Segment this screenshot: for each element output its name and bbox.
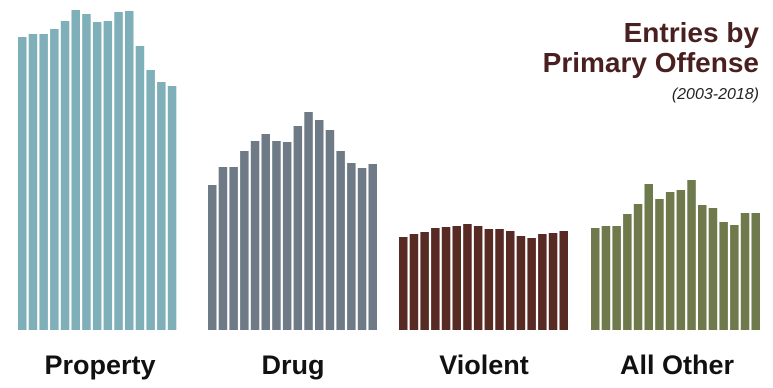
bar-all-other-16 (752, 213, 761, 330)
bar-violent-11 (506, 231, 515, 330)
chart-title-line-1: Entries by (543, 18, 759, 48)
bar-property-8 (93, 22, 102, 330)
bar-drug-10 (304, 112, 313, 330)
bar-property-12 (136, 46, 145, 330)
bar-violent-16 (560, 231, 569, 330)
bar-all-other-15 (741, 213, 750, 330)
bar-drug-12 (326, 130, 335, 330)
bar-violent-5 (442, 227, 451, 330)
bar-all-other-6 (645, 184, 654, 330)
bar-all-other-4 (623, 214, 632, 330)
bar-all-other-13 (719, 222, 728, 330)
bar-property-4 (50, 29, 59, 330)
bar-drug-6 (262, 134, 271, 330)
bar-violent-7 (463, 224, 472, 330)
bar-group-property (18, 10, 176, 330)
bar-property-14 (157, 82, 166, 330)
chart-subtitle: (2003-2018) (543, 86, 759, 104)
bar-drug-11 (315, 120, 324, 330)
bar-property-5 (61, 21, 70, 330)
bar-drug-14 (347, 163, 356, 330)
bar-property-7 (82, 14, 91, 330)
bar-group-drug (208, 112, 377, 330)
bar-all-other-1 (591, 228, 600, 330)
bar-property-13 (146, 70, 155, 330)
bar-violent-9 (485, 229, 494, 330)
bar-all-other-11 (698, 205, 707, 330)
bar-property-3 (39, 34, 48, 330)
bar-violent-12 (517, 236, 526, 330)
bar-all-other-5 (634, 204, 643, 330)
group-label-drug: Drug (203, 350, 383, 381)
bar-property-9 (104, 21, 113, 330)
bar-violent-1 (399, 237, 408, 330)
bar-drug-4 (240, 151, 249, 330)
bar-violent-10 (495, 229, 504, 330)
bar-group-all-other (591, 180, 760, 330)
bar-drug-9 (294, 126, 303, 330)
bar-drug-5 (251, 141, 259, 330)
bar-property-11 (125, 11, 134, 330)
bar-drug-2 (219, 167, 228, 330)
group-label-all-other: All Other (587, 350, 767, 381)
bar-all-other-10 (687, 180, 696, 330)
bar-drug-8 (283, 142, 292, 330)
bar-all-other-12 (709, 208, 718, 330)
bar-group-violent (399, 224, 568, 330)
bar-drug-13 (336, 151, 345, 330)
group-label-violent: Violent (394, 350, 574, 381)
bar-all-other-9 (677, 190, 686, 330)
bar-property-6 (72, 10, 81, 330)
bar-all-other-8 (666, 192, 675, 330)
bar-property-15 (168, 86, 177, 330)
bar-drug-16 (369, 164, 378, 330)
bar-drug-7 (272, 141, 281, 330)
bar-drug-1 (208, 185, 217, 330)
bar-drug-15 (358, 168, 367, 330)
bar-violent-4 (431, 228, 440, 330)
bar-all-other-3 (612, 226, 621, 330)
group-label-property: Property (10, 350, 190, 381)
bar-property-10 (114, 12, 123, 330)
bar-property-2 (29, 34, 38, 330)
bar-violent-6 (453, 226, 462, 330)
bar-violent-14 (538, 234, 547, 330)
bar-violent-3 (420, 232, 429, 330)
bar-violent-13 (527, 238, 536, 330)
chart-title-block: Entries by Primary Offense (2003-2018) (543, 18, 759, 104)
bar-violent-2 (410, 234, 419, 330)
bar-all-other-2 (602, 226, 611, 330)
bar-all-other-7 (655, 199, 664, 330)
bar-violent-15 (549, 233, 558, 330)
chart-title-line-2: Primary Offense (543, 48, 759, 78)
bar-violent-8 (474, 226, 483, 330)
bar-property-1 (18, 37, 27, 330)
bar-drug-3 (229, 167, 238, 330)
bar-all-other-14 (730, 225, 739, 330)
